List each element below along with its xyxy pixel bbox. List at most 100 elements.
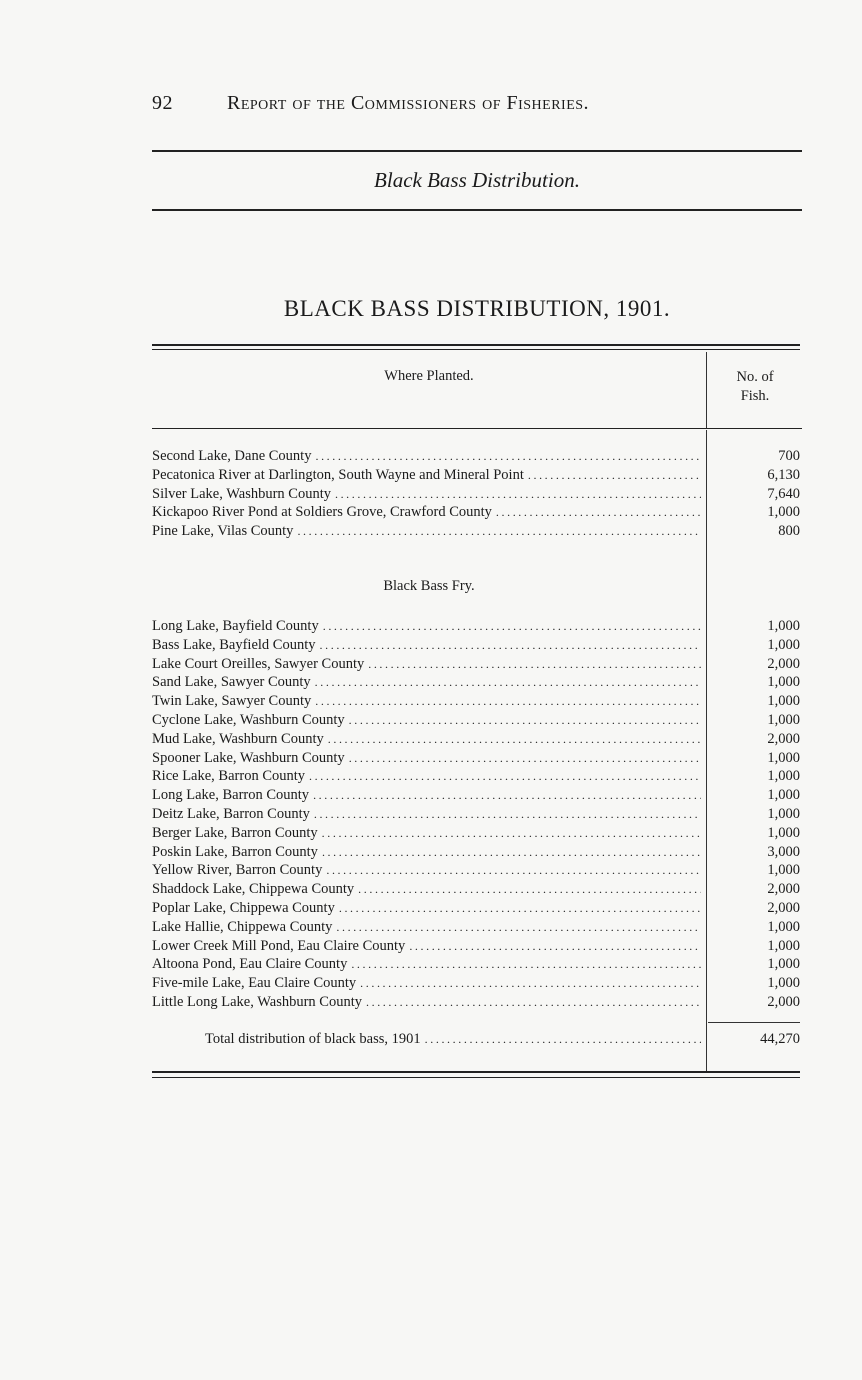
fish-count: 1,000 [767, 674, 800, 691]
place-name: Long Lake, Barron County [152, 787, 310, 804]
table-row: Pine Lake, Vilas County 800 [152, 522, 800, 541]
place-name: Lake Court Oreilles, Sawyer County [152, 655, 365, 672]
total-value: 44,270 [760, 1031, 800, 1047]
place-name: Berger Lake, Barron County [152, 824, 318, 841]
place-name: Pine Lake, Vilas County [152, 523, 294, 540]
fish-count: 1,000 [767, 918, 800, 935]
fish-count: 1,000 [767, 504, 800, 521]
place-name: Long Lake, Bayfield County [152, 618, 319, 634]
leader-dots [313, 786, 701, 805]
table-row: Silver Lake, Washburn County 7,640 [152, 485, 800, 504]
fish-count: 6,130 [767, 466, 800, 483]
leader-dots [409, 937, 701, 956]
leader-dots [349, 749, 701, 768]
place-name: Mud Lake, Washburn County [152, 730, 324, 747]
fish-count: 1,000 [767, 862, 800, 879]
leader-dots [315, 673, 701, 692]
place-name: Spooner Lake, Washburn County [152, 749, 345, 766]
page-number: 92 [152, 92, 173, 114]
place-name: Second Lake, Dane County [152, 448, 312, 464]
place-name: Silver Lake, Washburn County [152, 485, 331, 502]
column-header-no-of-fish: No. of Fish. [708, 368, 802, 406]
leader-dots [328, 730, 701, 749]
place-name: Shaddock Lake, Chippewa County [152, 881, 355, 898]
table-top-rule [152, 344, 800, 350]
leader-dots [425, 1030, 701, 1049]
table-row: Lower Creek Mill Pond, Eau Claire County… [152, 937, 800, 956]
table-row: Rice Lake, Barron County 1,000 [152, 767, 800, 786]
table-row: Mud Lake, Washburn County 2,000 [152, 730, 800, 749]
total-rule [708, 1022, 800, 1023]
fish-count: 800 [778, 523, 800, 540]
leader-dots [336, 918, 701, 937]
leader-dots [335, 485, 701, 504]
running-title: Report of the Commissioners of Fisheries… [227, 92, 590, 114]
place-name: Rice Lake, Barron County [152, 768, 306, 785]
leader-dots [368, 655, 701, 674]
table-row: Berger Lake, Barron County 1,000 [152, 824, 800, 843]
fish-count: 1,000 [767, 749, 800, 766]
place-name: Deitz Lake, Barron County [152, 805, 310, 822]
fish-count: 1,000 [767, 975, 800, 992]
leader-dots [339, 899, 701, 918]
column-header-line: No. of [736, 369, 774, 385]
fish-count: 700 [778, 448, 800, 464]
place-name: Pecatonica River at Darlington, South Wa… [152, 466, 524, 483]
fry-heading: Black Bass Fry. [383, 578, 475, 594]
table-row: Lake Hallie, Chippewa County 1,000 [152, 918, 800, 937]
place-name: Twin Lake, Sawyer County [152, 693, 312, 710]
section-subtitle: Black Bass Distribution. [374, 168, 580, 192]
fish-count: 1,000 [767, 824, 800, 841]
fish-count: 2,000 [767, 730, 800, 747]
fish-count: 1,000 [767, 618, 800, 634]
table-row: Deitz Lake, Barron County 1,000 [152, 805, 800, 824]
leader-dots [315, 692, 701, 711]
fish-count: 2,000 [767, 655, 800, 672]
fish-count: 1,000 [767, 711, 800, 728]
table-row: Altoona Pond, Eau Claire County 1,000 [152, 955, 800, 974]
leader-dots [496, 503, 701, 522]
fish-count: 2,000 [767, 881, 800, 898]
table-row: Second Lake, Dane County 700 [152, 447, 800, 466]
table-row: Yellow River, Barron County 1,000 [152, 861, 800, 880]
table-row: Long Lake, Barron County 1,000 [152, 786, 800, 805]
leader-dots [351, 955, 701, 974]
place-name: Cyclone Lake, Washburn County [152, 711, 345, 728]
table-row: Pecatonica River at Darlington, South Wa… [152, 466, 800, 485]
fish-count: 1,000 [767, 805, 800, 822]
column-header-line: Fish. [740, 388, 770, 404]
table-row: Long Lake, Bayfield County 1,000 [152, 617, 800, 636]
leader-dots [360, 974, 701, 993]
leader-dots [315, 447, 701, 466]
total-row: Total distribution of black bass, 1901 4… [152, 1030, 800, 1049]
place-name: Yellow River, Barron County [152, 862, 323, 879]
fish-count: 1,000 [767, 768, 800, 785]
leader-dots [323, 617, 701, 636]
total-label: Total distribution of black bass, 1901 [205, 1031, 421, 1047]
fish-count: 1,000 [767, 956, 800, 973]
fish-count: 7,640 [767, 485, 800, 502]
place-name: Poplar Lake, Chippewa County [152, 899, 335, 916]
fish-count: 1,000 [767, 636, 800, 653]
leader-dots [314, 805, 701, 824]
fish-count: 2,000 [767, 899, 800, 916]
fish-count: 1,000 [767, 937, 800, 954]
running-header: 92 Report of the Commissioners of Fisheri… [152, 92, 589, 115]
leader-dots [322, 843, 701, 862]
leader-dots [322, 824, 701, 843]
table-body-adult: Second Lake, Dane County 700 Pecatonica Ri… [152, 447, 800, 541]
table-row: Lake Court Oreilles, Sawyer County 2,000 [152, 655, 800, 674]
table-row: Cyclone Lake, Washburn County 1,000 [152, 711, 800, 730]
place-name: Kickapoo River Pond at Soldiers Grove, C… [152, 504, 492, 521]
place-name: Altoona Pond, Eau Claire County [152, 956, 348, 973]
place-name: Poskin Lake, Barron County [152, 843, 318, 860]
fish-count: 3,000 [767, 843, 800, 860]
table-row: Spooner Lake, Washburn County 1,000 [152, 749, 800, 768]
divider [152, 209, 802, 211]
column-header-where-planted: Where Planted. [384, 368, 474, 384]
table-bottom-rule [152, 1071, 800, 1078]
leader-dots [528, 466, 701, 485]
place-name: Little Long Lake, Washburn County [152, 993, 362, 1010]
place-name: Lake Hallie, Chippewa County [152, 918, 333, 935]
leader-dots [320, 636, 701, 655]
